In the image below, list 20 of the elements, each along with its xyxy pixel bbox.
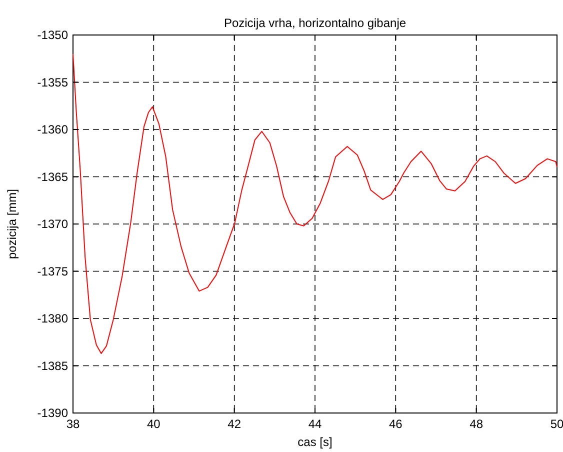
y-tick-label: -1380 [37, 312, 68, 326]
x-tick-label: 40 [146, 417, 161, 431]
x-tick-label: 42 [228, 417, 242, 431]
y-tick-label: -1370 [37, 217, 68, 232]
x-axis-title: cas [s] [298, 435, 332, 449]
chart-title: Pozicija vrha, horizontalno gibanje [224, 16, 406, 30]
x-tick-label: 50 [550, 417, 563, 431]
y-tick-label: -1375 [37, 264, 68, 278]
y-tick-label: -1365 [37, 170, 68, 184]
x-tick-label: 38 [66, 417, 80, 431]
x-tick-label: 48 [470, 417, 484, 431]
line-series [72, 53, 558, 354]
y-tick-label: -1385 [37, 358, 68, 373]
x-tick-label: 46 [388, 417, 403, 431]
y-axis-title: pozicija [mm] [5, 188, 19, 260]
y-tick-label: -1355 [37, 75, 68, 90]
y-tick-label: -1350 [37, 28, 68, 42]
y-tick-label: -1390 [37, 406, 68, 420]
x-tick-label: 44 [308, 417, 322, 431]
y-tick-label: -1360 [37, 122, 68, 137]
